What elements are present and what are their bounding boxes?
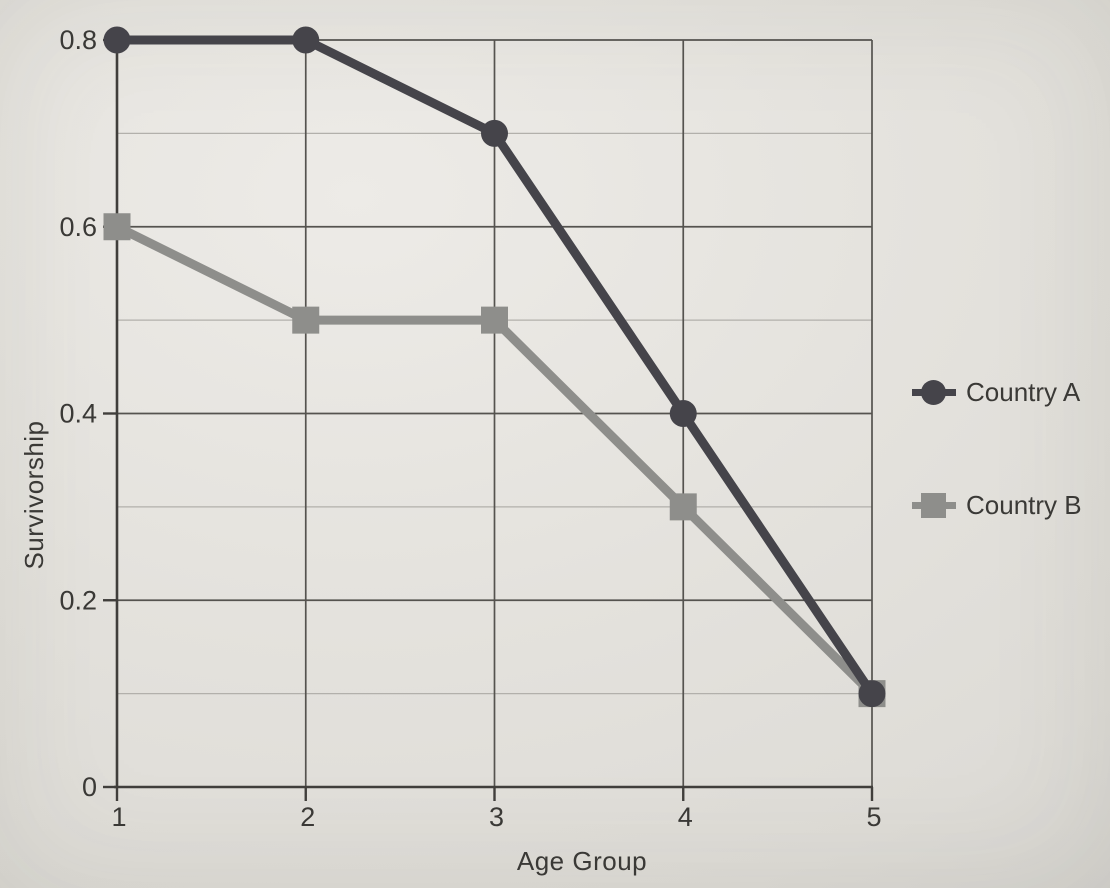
x-tick-label: 2 [300, 802, 315, 832]
y-tick-label: 0.4 [59, 399, 97, 429]
x-tick-label: 5 [866, 802, 881, 832]
legend-label-country-b: Country B [966, 489, 1082, 520]
legend-label-country-a: Country A [966, 376, 1081, 407]
x-tick-label: 4 [678, 802, 693, 832]
series-country-a [103, 26, 886, 708]
country-b-square-marker-icon [911, 491, 957, 519]
y-tick-label: 0.6 [59, 212, 97, 242]
axes [114, 38, 873, 789]
y-tick-label: 0.8 [59, 25, 97, 55]
y-tick-label: 0.2 [59, 585, 97, 615]
x-tick-label: 3 [489, 802, 504, 832]
country-a-circle-marker-icon [911, 378, 957, 406]
legend-item-country-b: Country B [911, 489, 1101, 520]
tick-marks-and-labels: 0 0.2 0.4 0.6 0.8 1 2 3 4 5 [59, 25, 881, 832]
legend: Country A Country B [911, 376, 1101, 604]
y-axis-title: Survivorship [19, 420, 49, 570]
gridlines [117, 39, 873, 787]
legend-item-country-a: Country A [911, 376, 1101, 407]
x-tick-label: 1 [111, 802, 126, 832]
x-axis-title: Age Group [516, 846, 648, 876]
y-tick-label: 0 [82, 772, 97, 802]
